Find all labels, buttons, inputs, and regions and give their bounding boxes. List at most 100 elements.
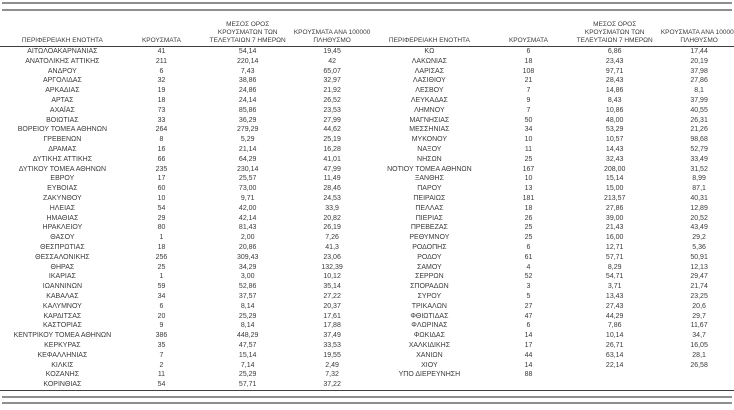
avg7-cell: 27,43 <box>605 302 624 310</box>
table-row: ΚΟΡΙΝΘΙΑΣ 54 57,71 37,22 <box>0 380 367 390</box>
per100k-cell: 28,46 <box>323 185 341 193</box>
avg7-cell: 15,14 <box>605 175 624 183</box>
table-row: ΡΟΔΟΠΗΣ 6 12,71 5,36 <box>367 243 734 253</box>
region-cell: ΛΑΣΙΘΙΟΥ <box>412 77 446 85</box>
col-header-per-100000: ΚΡΟΥΣΜΑΤΑ ΑΝΑ 100000 ΠΛΗΘΥΣΜΟ <box>293 29 371 44</box>
cases-cell: 7 <box>526 87 531 95</box>
avg7-cell: 3,71 <box>607 283 622 291</box>
per100k-cell: 32,97 <box>323 77 341 85</box>
cases-cell: 3 <box>526 283 531 291</box>
region-cell: ΡΕΘΥΜΝΟΥ <box>409 234 450 242</box>
per100k-cell: 132,39 <box>321 263 343 271</box>
cases-cell: 18 <box>524 57 533 65</box>
region-cell: ΚΕΝΤΡΙΚΟΥ ΤΟΜΕΑ ΑΘΗΝΩΝ <box>13 332 112 340</box>
avg7-cell: 448,29 <box>236 332 259 340</box>
table-row: ΗΡΑΚΛΕΙΟΥ 80 81,43 26,19 <box>0 223 367 233</box>
avg7-cell: 53,29 <box>605 126 624 134</box>
region-cell: ΜΕΣΣΗΝΙΑΣ <box>409 126 450 134</box>
table-row: ΥΠΟ ΔΙΕΡΕΥΝΗΣΗ 88 <box>367 370 734 380</box>
col-header-region: ΠΕΡΙΦΕΡΕΙΑΚΗ ΕΝΟΤΗΤΑ <box>388 37 470 44</box>
col-header-7day-average: ΜΕΣΟΣ ΟΡΟΣ ΚΡΟΥΣΜΑΤΩΝ ΤΩΝ ΤΕΛΕΥΤΑΙΩΝ 7 Η… <box>209 21 286 44</box>
region-cell: ΓΡΕΒΕΝΩΝ <box>43 136 82 144</box>
col-header-cases: ΚΡΟΥΣΜΑΤΑ <box>508 37 548 44</box>
per100k-cell: 23,53 <box>323 106 341 114</box>
table-row: ΔΥΤΙΚΗΣ ΑΤΤΙΚΗΣ 66 64,29 41,01 <box>0 155 367 165</box>
region-cell: ΚΕΦΑΛΛΗΝΙΑΣ <box>37 351 88 359</box>
cases-cell: 54 <box>157 381 166 389</box>
region-cell: ΡΟΔΟΥ <box>417 253 442 261</box>
cases-cell: 29 <box>157 214 166 222</box>
avg7-cell: 6,86 <box>607 48 622 55</box>
table-row: ΕΒΡΟΥ 17 25,57 11,49 <box>0 174 367 184</box>
per100k-cell: 26,58 <box>690 361 708 369</box>
avg7-cell: 21,14 <box>238 145 257 153</box>
region-cell: ΞΑΝΘΗΣ <box>414 175 444 183</box>
avg7-cell: 25,29 <box>238 371 257 379</box>
per100k-cell: 27,99 <box>323 116 341 124</box>
per100k-cell: 7,26 <box>325 234 339 242</box>
cases-cell: 35 <box>157 341 166 349</box>
table-row: ΠΡΕΒΕΖΑΣ 25 21,43 43,49 <box>367 223 734 233</box>
table-row: ΠΙΕΡΙΑΣ 26 39,00 20,52 <box>367 214 734 224</box>
table-row: ΝΑΞΟΥ 11 14,43 52,79 <box>367 145 734 155</box>
region-cell: ΡΟΔΟΠΗΣ <box>412 243 447 251</box>
per100k-cell: 12,13 <box>690 263 708 271</box>
table-row: ΠΑΡΟΥ 13 15,00 87,1 <box>367 184 734 194</box>
avg7-cell: 39,00 <box>605 214 624 222</box>
cases-cell: 54 <box>157 204 166 212</box>
cases-cell: 9 <box>526 96 531 104</box>
cases-cell: 25 <box>524 224 533 232</box>
avg7-cell: 73,00 <box>238 185 257 193</box>
cases-cell: 61 <box>524 253 533 261</box>
per100k-cell: 21,74 <box>690 283 708 291</box>
per100k-cell: 65,07 <box>323 67 341 75</box>
cases-cell: 20 <box>157 312 166 320</box>
right-table-header: ΠΕΡΙΦΕΡΕΙΑΚΗ ΕΝΟΤΗΤΑ ΚΡΟΥΣΜΑΤΑ ΜΕΣΟΣ ΟΡΟ… <box>367 11 734 47</box>
cases-cell: 167 <box>522 165 535 173</box>
region-cell: ΗΜΑΘΙΑΣ <box>46 214 79 222</box>
per100k-cell: 35,14 <box>323 283 341 291</box>
region-cell: ΚΟΡΙΝΘΙΑΣ <box>43 381 82 389</box>
per100k-cell: 34,7 <box>692 332 706 340</box>
region-cell: ΠΙΕΡΙΑΣ <box>415 214 444 222</box>
cases-cell: 1 <box>159 273 164 281</box>
region-cell: ΑΝΑΤΟΛΙΚΗΣ ΑΤΤΙΚΗΣ <box>25 57 100 65</box>
cases-cell: 33 <box>157 116 166 124</box>
region-cell: ΠΡΕΒΕΖΑΣ <box>410 224 448 232</box>
region-cell: ΕΒΡΟΥ <box>50 175 75 183</box>
per100k-cell: 87,1 <box>692 185 706 193</box>
per100k-cell: 20,82 <box>323 214 341 222</box>
table-row: ΑΡΚΑΔΙΑΣ 19 24,86 21,92 <box>0 86 367 96</box>
per100k-cell: 23,25 <box>690 292 708 300</box>
avg7-cell: 34,29 <box>238 263 257 271</box>
cases-cell: 256 <box>155 253 168 261</box>
per100k-cell: 12,89 <box>690 204 708 212</box>
per100k-cell: 11,49 <box>323 175 341 183</box>
per100k-cell: 27,22 <box>323 292 341 300</box>
region-cell: ΙΩΑΝΝΙΝΩΝ <box>42 283 82 291</box>
region-cell: ΕΥΒΟΙΑΣ <box>47 185 78 193</box>
avg7-cell: 24,86 <box>238 87 257 95</box>
region-cell: ΛΑΡΙΣΑΣ <box>414 67 445 75</box>
top-divider-line-1 <box>2 2 732 4</box>
table-row: ΧΙΟΥ 14 22,14 26,58 <box>367 361 734 371</box>
table-row: ΑΡΓΟΛΙΔΑΣ 32 38,86 32,97 <box>0 76 367 86</box>
cases-cell: 108 <box>522 67 535 75</box>
per100k-cell: 37,49 <box>323 332 341 340</box>
cases-cell: 7 <box>159 351 164 359</box>
avg7-cell: 9,71 <box>240 194 255 202</box>
avg7-cell: 8,14 <box>240 302 255 310</box>
per100k-cell: 20,19 <box>690 57 708 65</box>
region-cell: ΘΕΣΣΑΛΟΝΙΚΗΣ <box>35 253 90 261</box>
avg7-cell: 48,00 <box>605 116 624 124</box>
per100k-cell: 31,52 <box>690 165 708 173</box>
cases-cell: 13 <box>524 185 533 193</box>
region-cell: ΣΕΡΡΩΝ <box>415 273 444 281</box>
table-row: ΙΚΑΡΙΑΣ 1 3,00 10,12 <box>0 272 367 282</box>
per100k-cell: 8,99 <box>692 175 706 183</box>
cases-cell: 14 <box>524 361 533 369</box>
avg7-cell: 12,71 <box>605 243 624 251</box>
per100k-cell: 20,37 <box>323 302 341 310</box>
cases-cell: 18 <box>157 243 166 251</box>
region-cell: ΠΕΛΛΑΣ <box>415 204 444 212</box>
